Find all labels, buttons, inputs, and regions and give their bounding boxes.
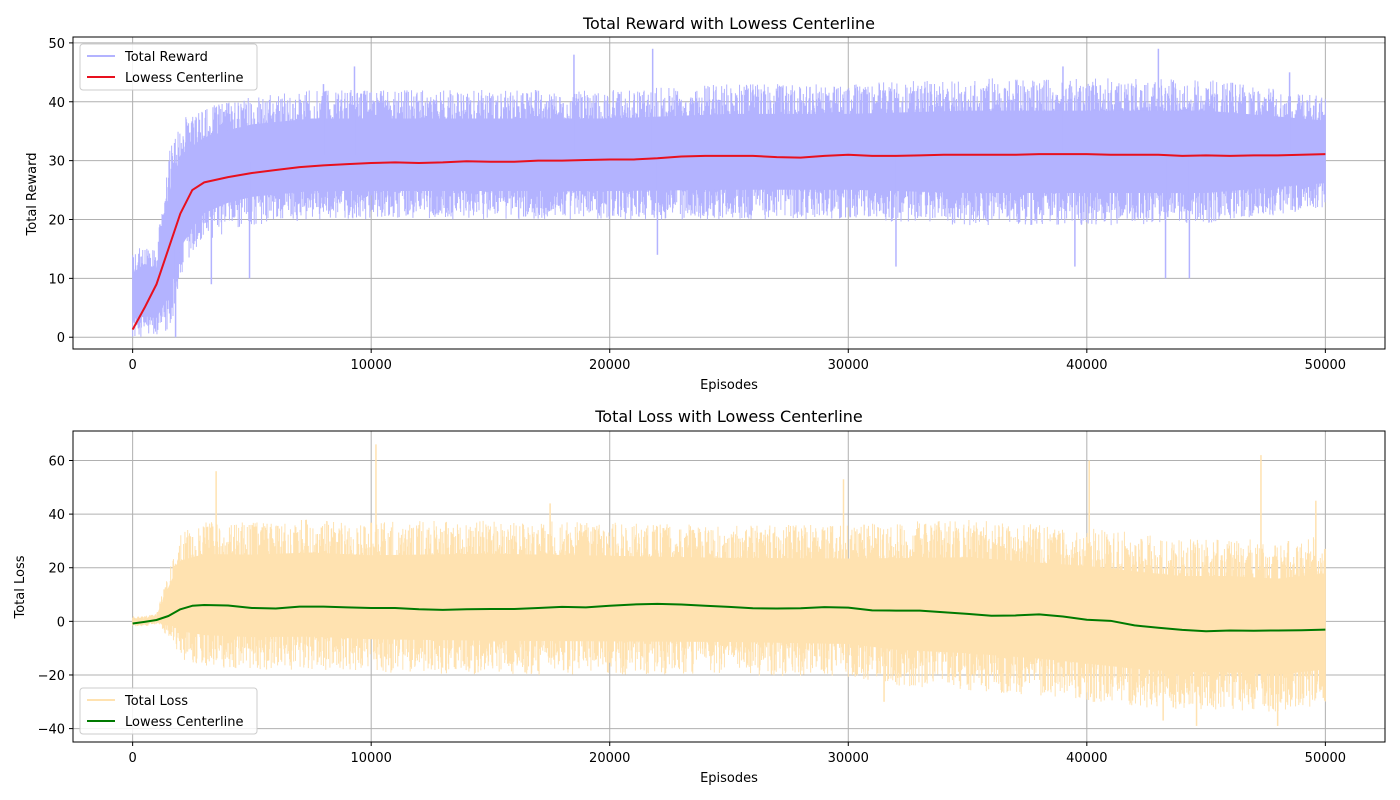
y-tick-label: 20 xyxy=(48,562,65,577)
x-axis-label: Episodes xyxy=(700,771,758,786)
x-ticks: 0 10000 20000 30000 40000 50000 xyxy=(128,349,1346,373)
x-tick-label: 30000 xyxy=(828,751,869,766)
x-axis-label: Episodes xyxy=(700,378,758,393)
chart-title: Total Reward with Lowess Centerline xyxy=(582,14,875,33)
y-tick-label: −20 xyxy=(38,669,65,684)
x-tick-label: 10000 xyxy=(351,358,392,373)
noise-band-core-0 xyxy=(132,552,1326,675)
lowess-line xyxy=(132,602,1326,633)
x-tick-label: 40000 xyxy=(1066,751,1107,766)
legend-label-lowess: Lowess Centerline xyxy=(125,715,244,730)
plot-frame xyxy=(72,430,1386,743)
y-tick-label: 60 xyxy=(48,454,65,469)
plot-frame xyxy=(72,36,1386,350)
x-tick-label: 0 xyxy=(128,358,136,373)
x-tick-label: 10000 xyxy=(351,751,392,766)
reward-chart: Total Reward with Lowess Centerline 0 100… xyxy=(25,14,1386,393)
reward-lowess-line xyxy=(131,153,1326,331)
loss-chart: Total Loss with Lowess Centerline 0 10000… xyxy=(13,407,1386,786)
legend-box xyxy=(79,43,258,91)
x-tick-label: 20000 xyxy=(589,358,630,373)
x-tick-label: 40000 xyxy=(1066,358,1107,373)
x-tick-label: 30000 xyxy=(828,358,869,373)
legend-box xyxy=(79,687,258,735)
x-tick-label: 50000 xyxy=(1305,751,1346,766)
reward-noise-band xyxy=(132,48,1326,338)
y-ticks: −40 −20 0 20 40 60 xyxy=(38,454,73,738)
y-tick-label: 0 xyxy=(57,615,65,630)
legend: Total Loss Lowess Centerline xyxy=(79,687,258,735)
y-axis-label: Total Reward xyxy=(25,153,40,237)
legend-label-lowess: Lowess Centerline xyxy=(125,71,244,86)
legend-label-total-reward: Total Reward xyxy=(124,50,208,65)
loss-lowess-line xyxy=(132,602,1326,633)
lowess-line xyxy=(131,153,1326,331)
y-tick-label: 50 xyxy=(48,37,65,52)
legend: Total Reward Lowess Centerline xyxy=(79,43,258,91)
y-tick-label: −40 xyxy=(38,723,65,738)
y-tick-label: 40 xyxy=(48,508,65,523)
y-tick-label: 20 xyxy=(48,213,65,228)
y-tick-label: 30 xyxy=(48,155,65,170)
chart-title: Total Loss with Lowess Centerline xyxy=(594,407,863,426)
y-ticks: 0 10 20 30 40 50 xyxy=(48,37,73,346)
y-tick-label: 0 xyxy=(57,331,65,346)
legend-label-total-loss: Total Loss xyxy=(124,694,188,709)
y-axis-label: Total Loss xyxy=(13,555,28,619)
x-tick-label: 0 xyxy=(128,751,136,766)
x-tick-label: 50000 xyxy=(1305,358,1346,373)
x-tick-label: 20000 xyxy=(589,751,630,766)
x-ticks: 0 10000 20000 30000 40000 50000 xyxy=(128,742,1346,766)
loss-noise-band xyxy=(132,444,1326,726)
y-tick-label: 40 xyxy=(48,96,65,111)
y-tick-label: 10 xyxy=(48,272,65,287)
